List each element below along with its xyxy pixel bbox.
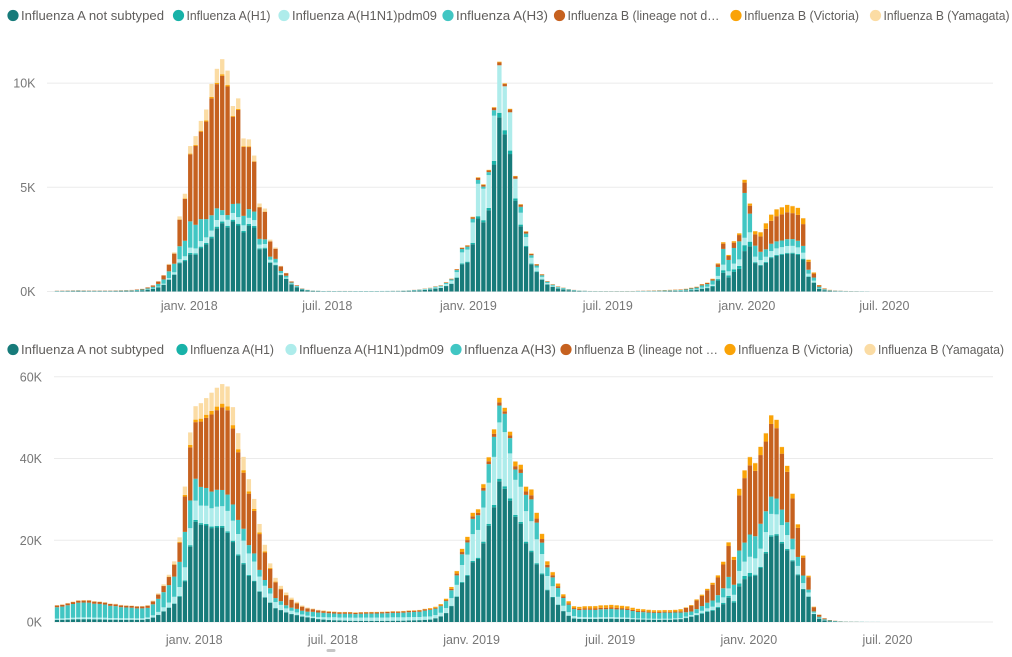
svg-text:juil. 2018: juil. 2018 <box>307 633 358 647</box>
svg-text:Influenza B (Yamagata): Influenza B (Yamagata) <box>884 8 1010 23</box>
svg-text:Influenza A(H1N1)pdm09: Influenza A(H1N1)pdm09 <box>299 342 444 357</box>
svg-text:janv. 2020: janv. 2020 <box>719 633 777 647</box>
svg-text:Influenza B (Victoria): Influenza B (Victoria) <box>738 342 853 357</box>
svg-text:Influenza A(H1): Influenza A(H1) <box>190 342 274 357</box>
svg-text:Influenza A(H3): Influenza A(H3) <box>464 342 556 357</box>
svg-text:janv. 2018: janv. 2018 <box>165 633 223 647</box>
svg-text:Influenza B (Victoria): Influenza B (Victoria) <box>744 8 859 23</box>
svg-text:Influenza A(H3): Influenza A(H3) <box>456 8 548 23</box>
svg-text:20K: 20K <box>20 534 43 548</box>
svg-text:Influenza B (lineage not …: Influenza B (lineage not … <box>574 342 718 357</box>
svg-text:60K: 60K <box>20 370 43 384</box>
svg-text:Influenza A not subtyped: Influenza A not subtyped <box>21 342 164 357</box>
svg-text:juil. 2019: juil. 2019 <box>582 299 633 313</box>
svg-text:Influenza A(H1): Influenza A(H1) <box>187 8 271 23</box>
svg-text:Influenza B (lineage not d…: Influenza B (lineage not d… <box>568 8 720 23</box>
svg-text:juil. 2020: juil. 2020 <box>858 299 909 313</box>
svg-text:janv. 2019: janv. 2019 <box>439 299 497 313</box>
svg-text:janv. 2020: janv. 2020 <box>718 299 776 313</box>
svg-text:10K: 10K <box>13 77 36 91</box>
svg-text:0K: 0K <box>20 285 36 299</box>
svg-text:Influenza B (Yamagata): Influenza B (Yamagata) <box>878 342 1004 357</box>
svg-text:juil. 2019: juil. 2019 <box>584 633 635 647</box>
svg-text:0K: 0K <box>27 616 43 630</box>
svg-text:janv. 2018: janv. 2018 <box>160 299 218 313</box>
svg-text:janv. 2019: janv. 2019 <box>442 633 500 647</box>
svg-text:Influenza A(H1N1)pdm09: Influenza A(H1N1)pdm09 <box>292 8 437 23</box>
svg-text:juil. 2018: juil. 2018 <box>301 299 352 313</box>
svg-text:juil. 2020: juil. 2020 <box>861 633 912 647</box>
svg-text:40K: 40K <box>20 452 43 466</box>
svg-text:5K: 5K <box>20 181 36 195</box>
svg-text:Influenza A not subtyped: Influenza A not subtyped <box>21 8 164 23</box>
